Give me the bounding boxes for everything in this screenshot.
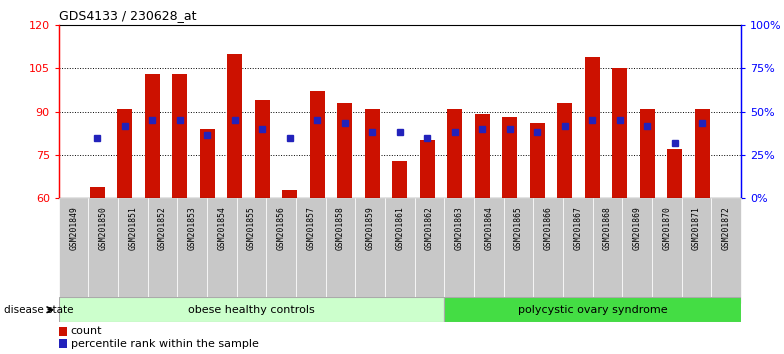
Text: GSM201866: GSM201866 xyxy=(543,207,553,251)
Bar xyxy=(533,198,563,303)
Text: polycystic ovary syndrome: polycystic ovary syndrome xyxy=(517,305,667,315)
Bar xyxy=(448,109,463,198)
Bar xyxy=(59,297,445,322)
Bar xyxy=(474,198,503,303)
Bar xyxy=(337,103,352,198)
Text: GSM201852: GSM201852 xyxy=(158,207,167,251)
Bar xyxy=(282,190,297,198)
Bar xyxy=(147,198,177,303)
Bar xyxy=(612,68,627,198)
Bar xyxy=(695,109,710,198)
Bar xyxy=(255,100,270,198)
Bar xyxy=(385,198,415,303)
Bar xyxy=(503,117,517,198)
Text: GSM201855: GSM201855 xyxy=(247,207,256,251)
Bar xyxy=(622,198,652,303)
Bar xyxy=(640,109,655,198)
Bar xyxy=(310,91,325,198)
Bar xyxy=(89,198,118,303)
Text: percentile rank within the sample: percentile rank within the sample xyxy=(71,339,259,349)
Bar xyxy=(711,198,741,303)
Bar xyxy=(227,54,242,198)
Bar xyxy=(392,161,408,198)
Bar xyxy=(585,57,600,198)
Text: GSM201851: GSM201851 xyxy=(129,207,137,251)
Text: disease state: disease state xyxy=(4,305,74,315)
Text: GSM201862: GSM201862 xyxy=(425,207,434,251)
Bar xyxy=(59,327,67,336)
Bar xyxy=(563,198,593,303)
Text: GSM201854: GSM201854 xyxy=(217,207,227,251)
Bar xyxy=(445,198,474,303)
Bar xyxy=(681,198,711,303)
Text: GSM201872: GSM201872 xyxy=(721,207,731,251)
Bar xyxy=(177,198,207,303)
Bar xyxy=(475,114,490,198)
Text: GSM201850: GSM201850 xyxy=(99,207,107,251)
Text: GSM201863: GSM201863 xyxy=(455,207,463,251)
Bar xyxy=(118,198,147,303)
Bar xyxy=(593,198,622,303)
Text: GSM201857: GSM201857 xyxy=(307,207,315,251)
Text: GSM201859: GSM201859 xyxy=(365,207,375,251)
Bar xyxy=(237,198,267,303)
Bar xyxy=(415,198,445,303)
Text: GSM201865: GSM201865 xyxy=(514,207,523,251)
Text: GSM201853: GSM201853 xyxy=(187,207,197,251)
Bar xyxy=(207,198,237,303)
Bar xyxy=(59,339,67,348)
Bar xyxy=(90,187,105,198)
Bar xyxy=(145,74,160,198)
Text: GSM201868: GSM201868 xyxy=(603,207,612,251)
Bar xyxy=(296,198,325,303)
Text: GSM201867: GSM201867 xyxy=(573,207,583,251)
Bar xyxy=(557,103,572,198)
Text: GSM201871: GSM201871 xyxy=(692,207,701,251)
Text: GSM201849: GSM201849 xyxy=(69,207,78,251)
Bar xyxy=(267,198,296,303)
Text: obese healthy controls: obese healthy controls xyxy=(188,305,315,315)
Bar xyxy=(503,198,533,303)
Bar xyxy=(325,198,355,303)
Text: count: count xyxy=(71,326,102,336)
Text: GSM201856: GSM201856 xyxy=(277,207,285,251)
Text: GSM201869: GSM201869 xyxy=(633,207,641,251)
Bar xyxy=(365,109,380,198)
Bar xyxy=(667,149,682,198)
Bar xyxy=(118,109,132,198)
Bar xyxy=(172,74,187,198)
Bar xyxy=(419,141,435,198)
Text: GSM201858: GSM201858 xyxy=(336,207,345,251)
Bar xyxy=(652,198,681,303)
Bar xyxy=(200,129,215,198)
Bar xyxy=(530,123,545,198)
Bar xyxy=(59,198,89,303)
Bar xyxy=(355,198,385,303)
Text: GDS4133 / 230628_at: GDS4133 / 230628_at xyxy=(59,9,196,22)
Text: GSM201870: GSM201870 xyxy=(662,207,671,251)
Bar xyxy=(445,297,741,322)
Text: GSM201861: GSM201861 xyxy=(395,207,405,251)
Text: GSM201864: GSM201864 xyxy=(485,207,493,251)
